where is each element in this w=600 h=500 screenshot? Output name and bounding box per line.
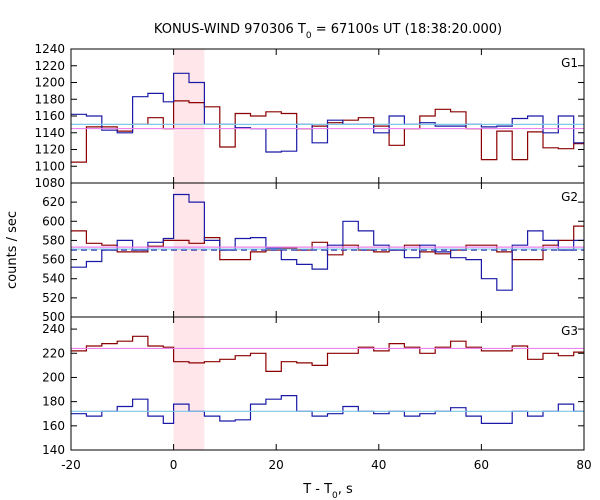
x-axis-label: T - T0, s (302, 482, 353, 500)
y-tick-label: 540 (42, 272, 65, 286)
x-tick-label: -20 (61, 458, 81, 472)
y-tick-label: 1180 (34, 92, 65, 106)
y-tick-label: 180 (42, 395, 65, 409)
y-tick-label: 560 (42, 253, 65, 267)
panel-frame-g1 (70, 48, 585, 184)
panel-label-g1: G1 (561, 56, 578, 70)
y-tick-label: 1240 (34, 42, 65, 56)
x-tick-label: 0 (170, 458, 178, 472)
series-blue-g1 (71, 72, 584, 153)
panel-g1: 1080 1100 1120 1140 1160 1180 1200 1220 1240 G1 (34, 42, 585, 190)
y-tick-label: 240 (42, 322, 65, 336)
panel-label-g2: G2 (561, 190, 578, 204)
series-blue-g2 (71, 193, 584, 291)
x-tick-label: 60 (474, 458, 489, 472)
y-axis-label: counts / sec (5, 211, 20, 289)
y-tick-label: 1100 (34, 159, 65, 173)
y-tick-label: 160 (42, 419, 65, 433)
chart-title: KONUS-WIND 970306 T0 = 67100s UT (18:38:… (154, 22, 502, 41)
y-tick-label: 200 (42, 370, 65, 384)
y-tick-label: 1080 (34, 176, 65, 190)
y-tick-label: 520 (42, 291, 65, 305)
y-tick-label: 1140 (34, 126, 65, 140)
y-tick-label: 1120 (34, 143, 65, 157)
panel-g3: 140 160 180 200 220 240 G3 (42, 316, 585, 457)
x-tick-label: 80 (576, 458, 591, 472)
panel-g2: 500 520 540 560 580 600 620 G2 (42, 182, 585, 324)
y-tick-label: 580 (42, 233, 65, 247)
y-tick-label: 600 (42, 214, 65, 228)
y-tick-label: 140 (42, 443, 65, 457)
y-tick-label: 500 (42, 310, 65, 324)
y-tick-label: 620 (42, 195, 65, 209)
series-blue-g3 (71, 395, 584, 424)
y-tick-label: 1160 (34, 109, 65, 123)
plot-layer: 1080 1100 1120 1140 1160 1180 1200 1220 1240 G1 50… (34, 42, 591, 472)
panel-frame-g3 (70, 316, 585, 451)
panel-label-g3: G3 (561, 324, 578, 338)
x-tick-label: 20 (269, 458, 284, 472)
y-tick-label: 220 (42, 346, 65, 360)
series-red-g3 (71, 335, 584, 372)
y-tick-label: 1200 (34, 76, 65, 90)
x-tick-label: 40 (371, 458, 386, 472)
y-tick-label: 1220 (34, 59, 65, 73)
